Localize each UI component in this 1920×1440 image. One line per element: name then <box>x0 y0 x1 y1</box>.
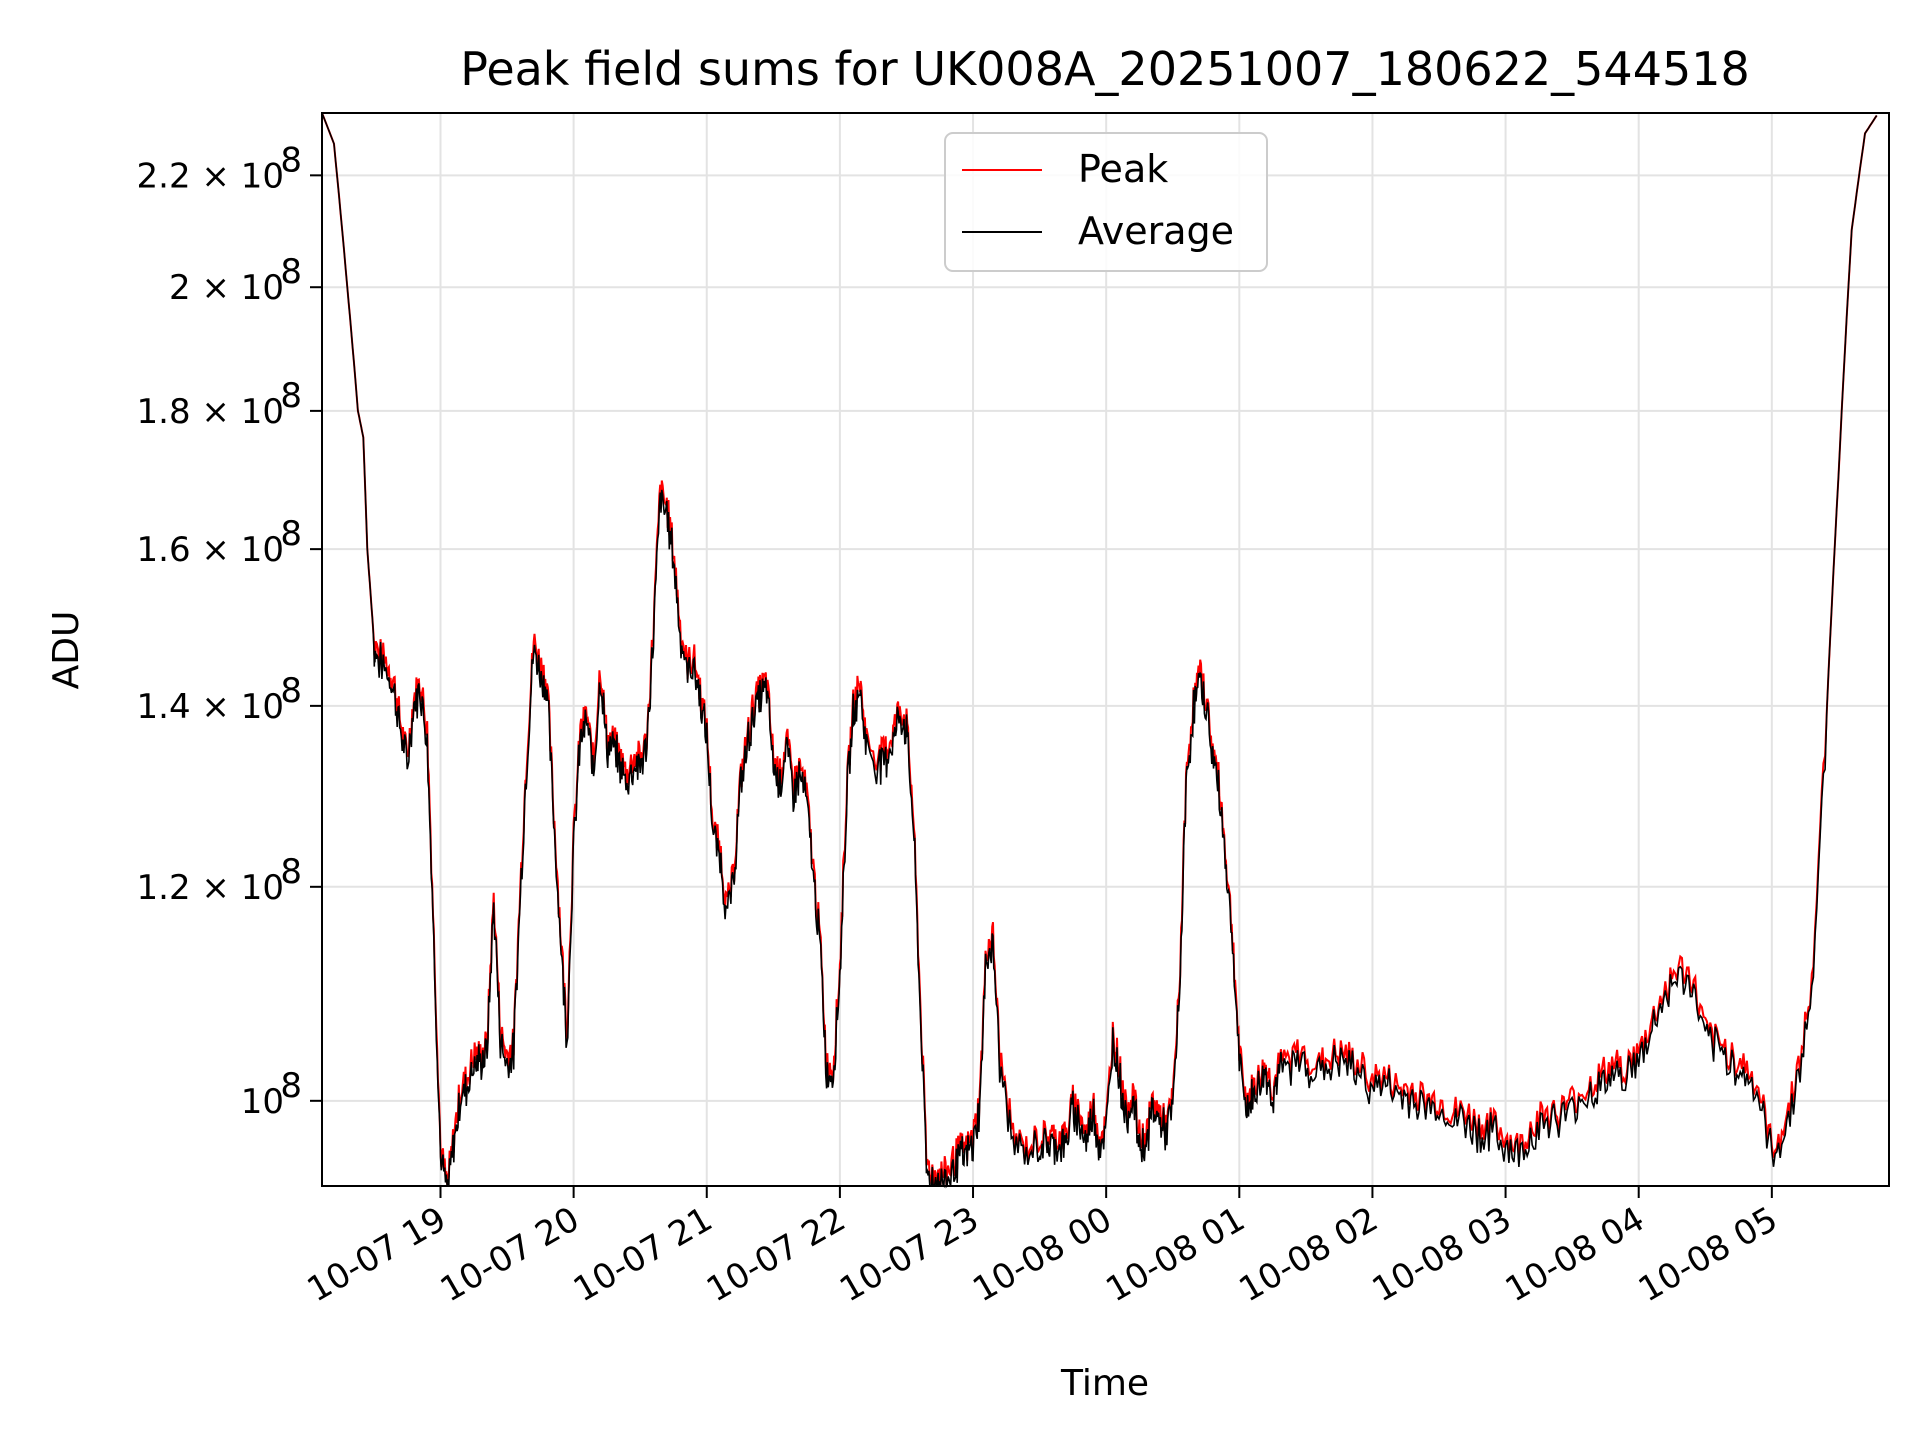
y-tick-exponent: 8 <box>280 852 302 892</box>
y-axis-label: ADU <box>46 611 87 690</box>
y-tick-exponent: 8 <box>280 140 302 180</box>
x-tick-label: 10-08 05 <box>1632 1199 1784 1310</box>
legend: Peak Average <box>944 132 1268 272</box>
x-tick-label: 10-07 23 <box>833 1199 985 1310</box>
x-tick-label: 10-07 22 <box>700 1199 852 1310</box>
y-tick-exponent: 8 <box>280 376 302 416</box>
legend-label-average: Average <box>1078 209 1234 253</box>
y-tick-label: 1.4 × 10 <box>137 687 284 727</box>
plot-area <box>321 112 1878 1189</box>
y-tick-label: 1.6 × 10 <box>137 530 284 570</box>
series-peak-line <box>321 112 1878 1187</box>
x-tick-label: 10-08 03 <box>1366 1199 1518 1310</box>
y-tick-label: 1.8 × 10 <box>137 392 284 432</box>
x-tick-label: 10-07 19 <box>301 1199 453 1310</box>
y-tick-exponent: 8 <box>280 252 302 292</box>
y-tick-exponent: 8 <box>280 514 302 554</box>
y-tick-label: 1.2 × 10 <box>137 868 284 908</box>
x-tick-label: 10-08 01 <box>1099 1199 1251 1310</box>
x-tick-label: 10-07 21 <box>567 1199 719 1310</box>
legend-box <box>944 132 1268 272</box>
x-tick-label: 10-08 00 <box>966 1199 1118 1310</box>
y-tick-label: 2 × 10 <box>169 268 284 308</box>
y-tick-label: 10 <box>241 1082 284 1122</box>
legend-label-peak: Peak <box>1078 147 1168 191</box>
x-tick-label: 10-08 04 <box>1499 1199 1651 1310</box>
x-tick-label: 10-08 02 <box>1233 1199 1385 1310</box>
chart-title: Peak field sums for UK008A_20251007_1806… <box>460 42 1750 96</box>
series-average-line <box>321 112 1878 1189</box>
y-tick-exponent: 8 <box>280 671 302 711</box>
y-tick-label: 2.2 × 10 <box>137 156 284 196</box>
grid-layer <box>322 113 1889 1186</box>
x-tick-label: 10-07 20 <box>434 1199 586 1310</box>
x-axis-label: Time <box>1060 1363 1149 1404</box>
y-tick-exponent: 8 <box>280 1066 302 1106</box>
